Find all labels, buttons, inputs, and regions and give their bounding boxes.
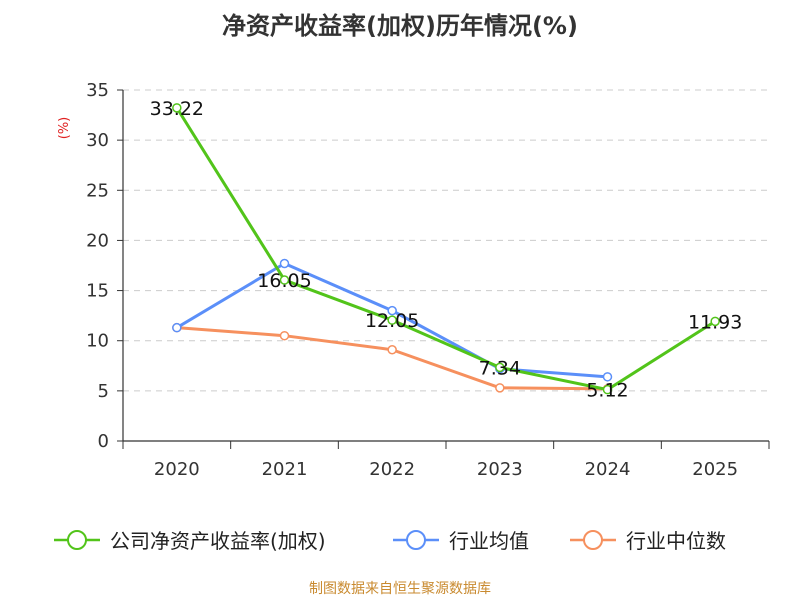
data-point xyxy=(495,362,505,373)
y-tick-label: 25 xyxy=(86,180,109,201)
y-tick-label: 30 xyxy=(86,130,109,151)
data-point xyxy=(172,103,182,113)
data-point xyxy=(279,258,290,269)
data-label: 16.05 xyxy=(257,270,311,292)
x-tick-label: 2023 xyxy=(477,459,523,480)
x-tick-label: 2022 xyxy=(369,459,415,480)
data-point xyxy=(387,344,397,355)
legend-label: 行业均值 xyxy=(449,529,529,553)
data-label: 7.34 xyxy=(479,357,521,379)
series-line xyxy=(175,107,716,392)
x-tick-label: 2020 xyxy=(154,459,200,480)
data-label: 5.12 xyxy=(586,380,628,402)
data-point xyxy=(710,316,720,327)
data-label: 33.22 xyxy=(150,98,204,120)
y-tick-label: 20 xyxy=(86,230,109,251)
x-tick-label: 2025 xyxy=(692,459,738,480)
y-tick-label: 35 xyxy=(86,80,109,101)
legend-swatch-marker xyxy=(406,530,426,550)
gridlines xyxy=(123,89,769,392)
legend[interactable]: 公司净资产收益率(加权) 行业均值 行业中位数 xyxy=(54,529,726,553)
y-axis-label: (%) xyxy=(57,117,72,140)
source-note: 制图数据来自恒生聚源数据库 xyxy=(309,581,491,597)
data-point xyxy=(495,383,505,393)
x-tick-label: 2021 xyxy=(262,459,308,480)
data-point xyxy=(387,305,397,316)
y-tick-label: 10 xyxy=(86,331,109,352)
legend-item[interactable]: 行业中位数 xyxy=(570,529,726,553)
legend-label: 公司净资产收益率(加权) xyxy=(110,529,326,553)
data-point xyxy=(172,322,182,333)
series-lines xyxy=(172,103,720,395)
data-point xyxy=(279,275,290,285)
series-line xyxy=(176,326,608,391)
data-label: 12.05 xyxy=(365,310,419,332)
x-tick-label: 2024 xyxy=(585,459,631,480)
legend-item[interactable]: 公司净资产收益率(加权) xyxy=(54,529,326,553)
legend-label: 行业中位数 xyxy=(626,529,726,553)
data-point xyxy=(602,372,613,382)
legend-swatch-marker xyxy=(583,530,603,550)
y-tick-label: 0 xyxy=(98,431,109,452)
legend-item[interactable]: 行业均值 xyxy=(393,529,529,553)
y-tick-label: 15 xyxy=(86,281,109,302)
data-label: 11.93 xyxy=(688,311,742,333)
legend-swatch-marker xyxy=(67,530,87,550)
data-point xyxy=(387,315,397,325)
data-labels: 33.22 16.05 12.05 7.34 5.12 11.93 xyxy=(150,98,743,402)
data-point xyxy=(602,384,613,395)
data-point xyxy=(279,330,290,341)
y-tick-label: 5 xyxy=(98,381,109,402)
chart-title: 净资产收益率(加权)历年情况(%) xyxy=(222,12,578,40)
